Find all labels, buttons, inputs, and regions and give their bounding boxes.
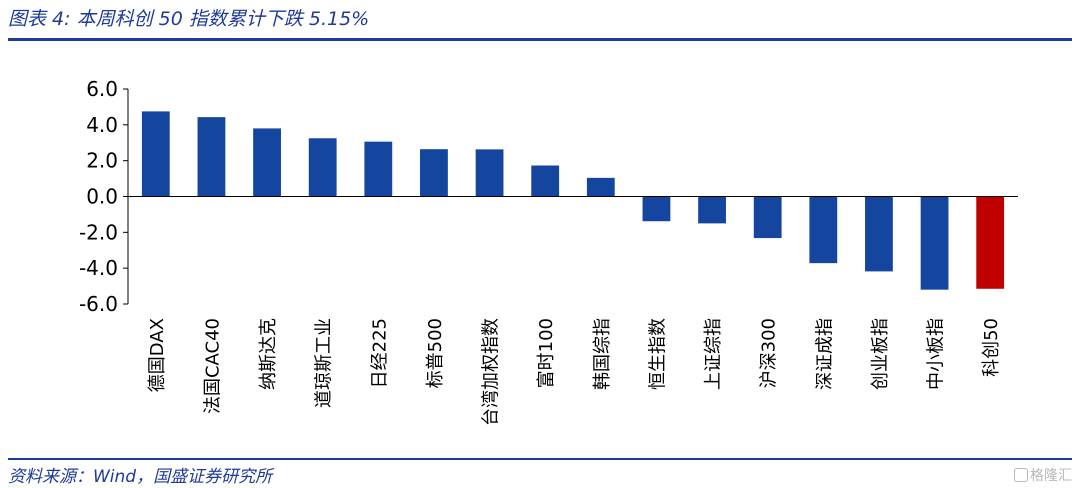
bar	[141, 111, 170, 197]
bar	[809, 196, 838, 264]
x-category-label: 沪深300	[759, 318, 780, 388]
bar	[586, 177, 615, 197]
x-category-label: 道琼斯工业	[314, 318, 335, 408]
bar	[753, 196, 782, 239]
y-tick-label: -6.0	[79, 292, 118, 316]
bar-chart: 6.0 4.0 2.0 0.0 -2.0 -4.0 -6.0 德国DAX 法国CAC40 纳斯达克…	[79, 77, 1018, 426]
x-category-label: 中小板指	[926, 318, 947, 390]
x-category-label: 恒生指数	[647, 318, 668, 390]
bar	[197, 117, 226, 197]
x-category-label: 创业板指	[870, 318, 891, 390]
bar	[253, 128, 281, 197]
x-category-label: 上证综指	[703, 318, 724, 390]
x-category-label: 韩国综指	[592, 318, 613, 390]
y-tick-label: 4.0	[86, 113, 118, 137]
x-category-label: 深证成指	[814, 318, 835, 390]
y-tick-label: 2.0	[86, 149, 118, 173]
bar	[642, 196, 671, 222]
x-category-label: 富时100	[536, 318, 557, 388]
bar	[475, 149, 504, 197]
bar	[531, 165, 560, 197]
x-category-label: 德国DAX	[147, 318, 168, 392]
y-tick-label: 6.0	[86, 77, 118, 101]
bar	[308, 138, 337, 197]
x-category-label: 台湾加权指数	[481, 318, 502, 426]
watermark-logo-icon	[1014, 468, 1028, 482]
x-category-label: 标普500	[425, 318, 446, 388]
y-tick-label: 0.0	[86, 185, 118, 209]
bar	[420, 149, 448, 197]
bar	[920, 196, 949, 290]
bottom-rule	[8, 458, 1072, 460]
x-category-label: 纳斯达克	[258, 318, 279, 390]
watermark-text: 格隆汇	[1030, 468, 1072, 484]
source-note: 资料来源：Wind，国盛证券研究所	[8, 467, 273, 487]
x-category-label: 日经225	[369, 318, 390, 388]
top-rule	[8, 38, 1072, 41]
y-tick-label: -2.0	[79, 220, 118, 244]
bar	[865, 196, 893, 272]
bar	[364, 141, 393, 197]
x-category-label: 法国CAC40	[202, 318, 223, 414]
chart-title: 图表 4: 本周科创 50 指数累计下跌 5.15%	[8, 8, 370, 30]
bar	[976, 196, 1005, 289]
watermark: 格隆汇	[1014, 465, 1072, 485]
y-tick-label: -4.0	[79, 256, 118, 280]
bar	[698, 196, 726, 224]
x-category-label: 科创50	[981, 318, 1002, 377]
